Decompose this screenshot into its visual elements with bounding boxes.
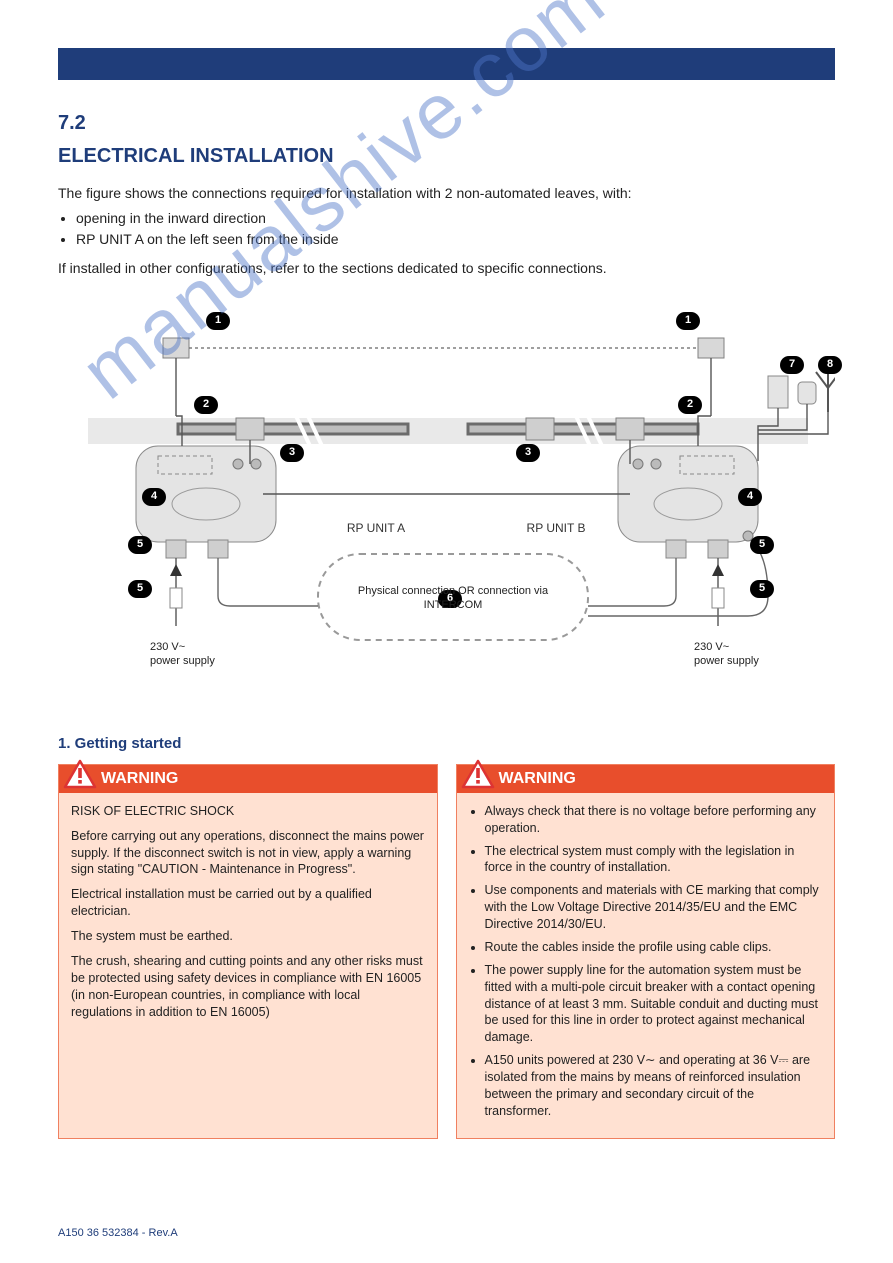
power-caption-right: 230 V~ power supply: [694, 640, 759, 670]
warning-text: Route the cables inside the profile usin…: [485, 939, 823, 956]
warning-text: The electrical system must comply with t…: [485, 843, 823, 877]
diagram-label-4: 4: [738, 488, 762, 506]
diagram-label-4: 4: [142, 488, 166, 506]
warning-text: The power supply line for the automation…: [485, 962, 823, 1046]
warning-head: WARNING: [457, 765, 835, 793]
warning-icon: [461, 759, 495, 789]
section-number: 7.2: [58, 110, 835, 137]
warning-text: RISK OF ELECTRIC SHOCK: [71, 803, 425, 820]
warning-text: Always check that there is no voltage be…: [485, 803, 823, 837]
warning-box-left: WARNING RISK OF ELECTRIC SHOCK Before ca…: [58, 764, 438, 1139]
section-title: ELECTRICAL INSTALLATION: [58, 143, 835, 170]
diagram-label-2: 2: [194, 396, 218, 414]
diagram-label-1: 1: [676, 312, 700, 330]
power-caption-left: 230 V~ power supply: [150, 640, 215, 670]
diagram-label-5: 5: [750, 580, 774, 598]
step-heading: 1. Getting started: [58, 734, 835, 754]
warning-text: Before carrying out any operations, disc…: [71, 828, 425, 879]
warning-text: The system must be earthed.: [71, 928, 425, 945]
diagram-label-8: 8: [818, 356, 842, 374]
diagram-label-1: 1: [206, 312, 230, 330]
intercom-note: Physical connection OR connection via IN…: [348, 584, 558, 614]
diagram-label-5: 5: [128, 536, 152, 554]
diagram-label-3: 3: [516, 444, 540, 462]
warning-box-right: WARNING Always check that there is no vo…: [456, 764, 836, 1139]
warning-head: WARNING: [59, 765, 437, 793]
warning-text: The crush, shearing and cutting points a…: [71, 953, 425, 1021]
diagram-label-3: 3: [280, 444, 304, 462]
page-footer: A150 36 532384 - Rev.A: [58, 1226, 178, 1241]
warning-head-text: WARNING: [101, 768, 178, 790]
intro-list-item: RP UNIT A on the left seen from the insi…: [76, 230, 835, 249]
diagram-label-5: 5: [750, 536, 774, 554]
diagram-label-2: 2: [678, 396, 702, 414]
svg-text:RP UNIT B: RP UNIT B: [527, 521, 586, 535]
wiring-diagram: RP UNIT A RP UNIT B: [58, 296, 835, 716]
warning-text: Electrical installation must be carried …: [71, 886, 425, 920]
intro-note: If installed in other configurations, re…: [58, 259, 835, 278]
intro-list: opening in the inward direction RP UNIT …: [58, 209, 835, 249]
warning-head-text: WARNING: [499, 768, 576, 790]
warning-text: Use components and materials with CE mar…: [485, 882, 823, 933]
intro-list-item: opening in the inward direction: [76, 209, 835, 228]
warning-row: WARNING RISK OF ELECTRIC SHOCK Before ca…: [58, 764, 835, 1139]
header-bar: [58, 48, 835, 80]
diagram-label-5: 5: [128, 580, 152, 598]
warning-icon: [63, 759, 97, 789]
intro-lead: The figure shows the connections require…: [58, 184, 835, 203]
svg-text:RP UNIT A: RP UNIT A: [347, 521, 405, 535]
warning-text: A150 units powered at 230 V∼ and operati…: [485, 1052, 823, 1120]
diagram-label-7: 7: [780, 356, 804, 374]
